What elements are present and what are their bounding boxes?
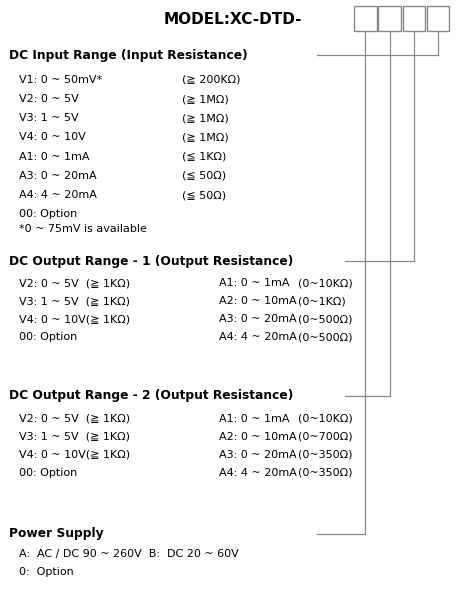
Text: A1: 0 ~ 1mA: A1: 0 ~ 1mA: [19, 152, 89, 161]
Text: (0~350Ω): (0~350Ω): [298, 450, 353, 460]
Text: (≧ 1MΩ): (≧ 1MΩ): [182, 94, 228, 104]
Text: A3: 0 ~ 20mA: A3: 0 ~ 20mA: [219, 450, 297, 460]
Text: (0~10KΩ): (0~10KΩ): [298, 278, 353, 288]
Text: (≧ 200KΩ): (≧ 200KΩ): [182, 75, 240, 85]
Text: V2: 0 ~ 5V  (≧ 1KΩ): V2: 0 ~ 5V (≧ 1KΩ): [19, 278, 130, 288]
Text: (0~350Ω): (0~350Ω): [298, 468, 353, 478]
Text: A3: 0 ~ 20mA: A3: 0 ~ 20mA: [219, 314, 297, 324]
Text: V3: 1 ~ 5V  (≧ 1KΩ): V3: 1 ~ 5V (≧ 1KΩ): [19, 296, 130, 306]
Text: (≧ 1MΩ): (≧ 1MΩ): [182, 113, 228, 123]
Text: V3: 1 ~ 5V  (≧ 1KΩ): V3: 1 ~ 5V (≧ 1KΩ): [19, 432, 130, 442]
Text: (0~1KΩ): (0~1KΩ): [298, 296, 346, 306]
FancyBboxPatch shape: [354, 6, 377, 31]
Text: *0 ~ 75mV is available: *0 ~ 75mV is available: [19, 224, 146, 234]
Text: (≧ 1MΩ): (≧ 1MΩ): [182, 133, 228, 142]
Text: A1: 0 ~ 1mA: A1: 0 ~ 1mA: [219, 278, 289, 288]
Text: (≦ 1KΩ): (≦ 1KΩ): [182, 152, 226, 161]
Text: V2: 0 ~ 5V: V2: 0 ~ 5V: [19, 94, 78, 104]
Text: (≦ 50Ω): (≦ 50Ω): [182, 190, 226, 200]
Text: DC Input Range (Input Resistance): DC Input Range (Input Resistance): [9, 49, 248, 62]
Text: 00: Option: 00: Option: [19, 468, 77, 478]
Text: (0~10KΩ): (0~10KΩ): [298, 414, 353, 424]
FancyBboxPatch shape: [403, 6, 425, 31]
Text: DC Output Range - 2 (Output Resistance): DC Output Range - 2 (Output Resistance): [9, 389, 294, 403]
Text: A1: 0 ~ 1mA: A1: 0 ~ 1mA: [219, 414, 289, 424]
FancyBboxPatch shape: [427, 6, 449, 31]
Text: (0~500Ω): (0~500Ω): [298, 314, 353, 324]
Text: 00: Option: 00: Option: [19, 332, 77, 342]
Text: A4: 4 ~ 20mA: A4: 4 ~ 20mA: [219, 468, 297, 478]
Text: 0:  Option: 0: Option: [19, 567, 73, 577]
Text: A3: 0 ~ 20mA: A3: 0 ~ 20mA: [19, 171, 96, 181]
Text: MODEL:XC-DTD-: MODEL:XC-DTD-: [164, 11, 302, 26]
Text: (0~500Ω): (0~500Ω): [298, 332, 353, 342]
Text: A4: 4 ~ 20mA: A4: 4 ~ 20mA: [19, 190, 96, 200]
Text: A:  AC / DC 90 ~ 260V  B:  DC 20 ~ 60V: A: AC / DC 90 ~ 260V B: DC 20 ~ 60V: [19, 550, 239, 559]
Text: V4: 0 ~ 10V: V4: 0 ~ 10V: [19, 133, 85, 142]
Text: V1: 0 ~ 50mV*: V1: 0 ~ 50mV*: [19, 75, 102, 85]
Text: V3: 1 ~ 5V: V3: 1 ~ 5V: [19, 113, 78, 123]
Text: A2: 0 ~ 10mA: A2: 0 ~ 10mA: [219, 432, 297, 442]
Text: 00: Option: 00: Option: [19, 209, 77, 219]
Text: V4: 0 ~ 10V(≧ 1KΩ): V4: 0 ~ 10V(≧ 1KΩ): [19, 314, 130, 324]
Text: V4: 0 ~ 10V(≧ 1KΩ): V4: 0 ~ 10V(≧ 1KΩ): [19, 450, 130, 460]
Text: A2: 0 ~ 10mA: A2: 0 ~ 10mA: [219, 296, 297, 306]
Text: (0~700Ω): (0~700Ω): [298, 432, 353, 442]
FancyBboxPatch shape: [378, 6, 401, 31]
Text: A4: 4 ~ 20mA: A4: 4 ~ 20mA: [219, 332, 297, 342]
Text: DC Output Range - 1 (Output Resistance): DC Output Range - 1 (Output Resistance): [9, 254, 294, 268]
Text: (≦ 50Ω): (≦ 50Ω): [182, 171, 226, 181]
Text: V2: 0 ~ 5V  (≧ 1KΩ): V2: 0 ~ 5V (≧ 1KΩ): [19, 414, 130, 424]
Text: Power Supply: Power Supply: [9, 527, 104, 541]
